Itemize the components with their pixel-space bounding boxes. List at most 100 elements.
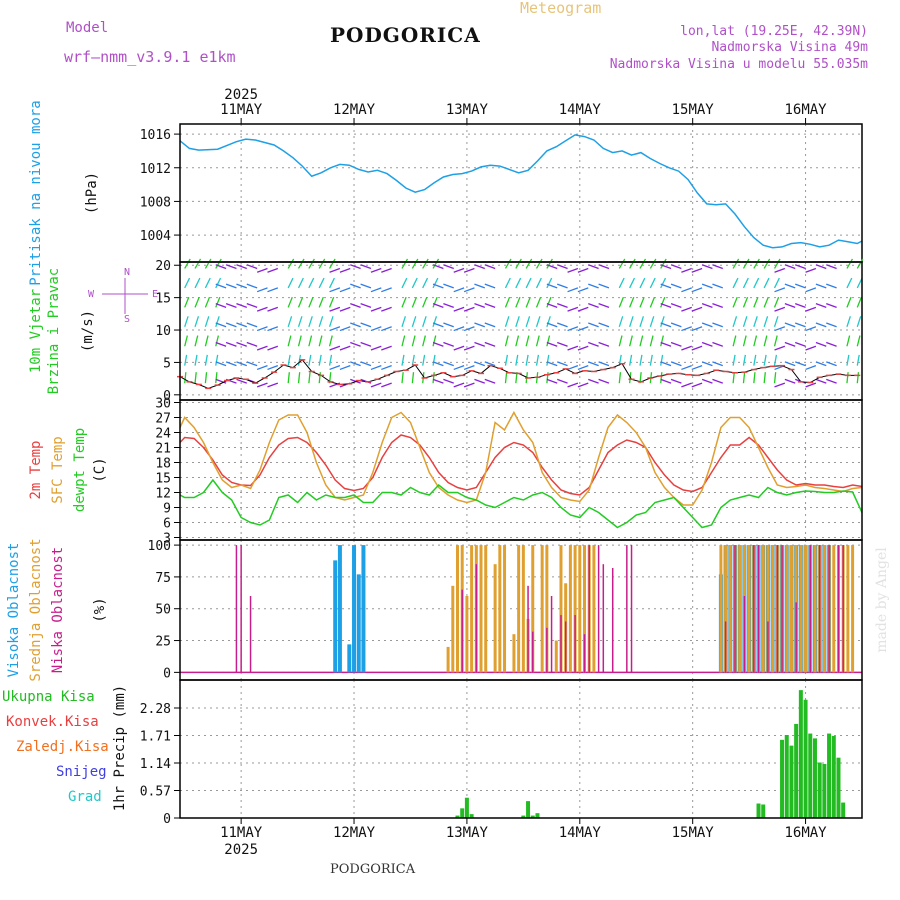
wind-arrow <box>753 335 758 347</box>
cloud-panel <box>174 539 863 681</box>
wind-arrow <box>267 287 279 293</box>
wind-arrow <box>598 341 610 347</box>
wind-arrow <box>618 277 625 289</box>
wind-arrow <box>805 306 817 312</box>
wind-arrow <box>225 361 237 367</box>
precip-ytick-label: 1.71 <box>140 729 171 744</box>
wind-arrow <box>639 296 645 308</box>
wind-arrow <box>411 258 419 269</box>
wind-arrow <box>432 335 437 347</box>
wind-arrow <box>856 296 863 308</box>
wind-arrow <box>753 354 757 366</box>
precip-bar <box>808 733 813 818</box>
wind-arrow <box>794 264 806 270</box>
wind-arrow <box>763 354 767 366</box>
wind-arrow <box>546 341 558 347</box>
top-day-label: 12MAY <box>333 102 376 118</box>
wind-arrow <box>567 382 579 388</box>
wind-arrow <box>784 361 796 367</box>
wind-arrow <box>557 264 568 270</box>
wind-arrow <box>826 302 837 308</box>
wind-arrow <box>691 382 703 388</box>
temperature-ytick-label: 6 <box>163 517 171 532</box>
wind-arrow <box>453 382 465 388</box>
temperature-ytick-label: 3 <box>163 532 171 547</box>
wind-arrow <box>732 354 736 366</box>
cloud-ytick-label: 0 <box>163 666 171 681</box>
wind-arrow <box>381 267 392 273</box>
wind-arrow <box>846 316 851 327</box>
wind-arrow <box>712 283 724 289</box>
cloud-bar <box>767 621 769 673</box>
wind-arrow <box>670 302 682 308</box>
wind-arrow <box>639 354 643 366</box>
wind-arrow <box>815 264 827 270</box>
wind-arrow <box>660 341 672 347</box>
wind-arrow <box>370 365 382 371</box>
cloud-bar <box>582 545 586 673</box>
wind-arrow <box>763 372 766 384</box>
wind-arrow <box>805 345 817 351</box>
wind-arrow <box>287 354 291 366</box>
wind-arrow <box>774 267 786 273</box>
model-elevation-label: Nadmorska Visina u modelu 55.035m <box>609 57 868 72</box>
wind-arrow <box>256 345 268 351</box>
wind-arrow <box>567 345 579 351</box>
wind-arrow <box>318 277 325 289</box>
wind-arrow <box>577 326 589 332</box>
wind-arrow <box>660 277 667 289</box>
cloud-bar <box>531 545 535 673</box>
cloud-bar <box>550 596 553 673</box>
wind-arrow <box>256 287 268 293</box>
precip-bar <box>789 745 794 818</box>
cloud-bar <box>546 627 548 673</box>
wind-arrow <box>215 341 227 347</box>
cloud-bar <box>766 545 770 673</box>
top-day-label: 14MAY <box>559 102 602 118</box>
wind-arrow <box>287 372 290 384</box>
wind-arrow <box>339 326 351 332</box>
page-title: PODGORICA <box>330 23 481 47</box>
wind-arrow <box>328 316 334 327</box>
wind-arrow <box>381 287 392 293</box>
wind-arrow <box>308 258 315 269</box>
wind-arrow <box>215 316 220 327</box>
wind-arrow <box>287 316 293 327</box>
wind-arrow <box>204 296 211 308</box>
precip-bar <box>841 802 846 818</box>
wind-arrow <box>443 361 454 367</box>
wind-arrow <box>401 354 405 366</box>
wind-arrow <box>763 296 769 308</box>
cloud-bar <box>356 574 361 673</box>
wind-arrow <box>557 302 568 308</box>
wind-arrow <box>618 296 625 308</box>
wind-arrow <box>525 316 531 327</box>
wind-arrow <box>826 378 837 384</box>
wind-arrow <box>287 296 293 308</box>
wind-arrow <box>453 306 465 312</box>
cloud-bar <box>337 545 342 673</box>
wind-arrow <box>567 306 579 312</box>
wind-arrow <box>535 277 542 289</box>
wind-arrow <box>701 302 713 308</box>
wind-arrow <box>763 335 768 347</box>
wind-arrow <box>215 361 227 367</box>
wind-arrow <box>360 341 372 347</box>
top-day-label: 13MAY <box>446 102 489 118</box>
wind-arrow <box>411 277 418 289</box>
wind-arrow <box>443 302 454 308</box>
precip-panel <box>174 679 863 819</box>
top-day-label: 16MAY <box>784 102 827 118</box>
cloud-ylabel-mid: Srednja Oblacnost <box>28 538 44 681</box>
wind-arrow <box>474 341 486 347</box>
temperature-ytick-label: 18 <box>155 457 171 472</box>
temperature-frame <box>179 399 863 541</box>
cloud-unit: (%) <box>92 597 108 622</box>
temperature-ytick-label: 24 <box>155 427 171 442</box>
wind-arrow <box>360 264 372 270</box>
wind-arrow <box>794 361 806 367</box>
wind-arrow <box>660 258 667 269</box>
wind-arrow <box>246 322 258 328</box>
wind-arrow <box>225 264 237 270</box>
